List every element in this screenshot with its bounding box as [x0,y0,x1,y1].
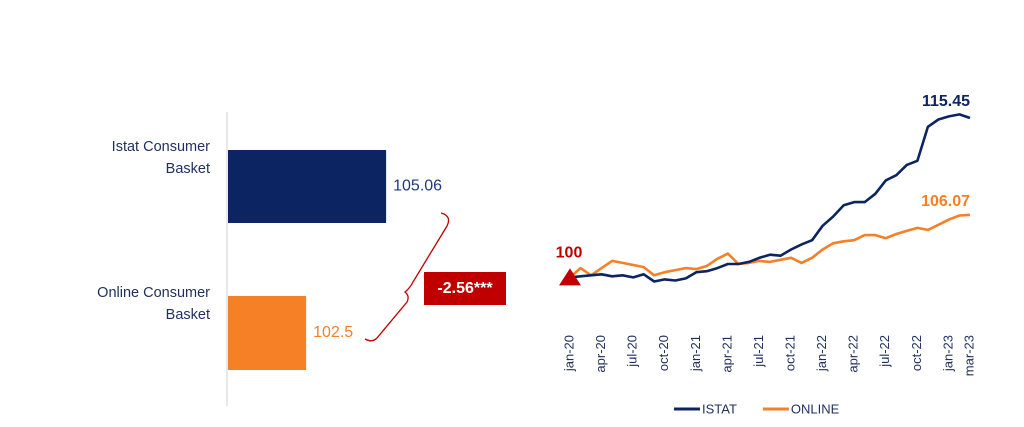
bar [228,296,307,370]
category-label: Online Consumer Basket [97,285,210,323]
x-tick-label: jul-22 [877,335,892,368]
value-label: 102.5 [313,324,353,341]
x-tick-label: oct-22 [909,335,924,371]
annotation-box [424,272,506,305]
legend-label: ONLINE [791,401,840,416]
legend-label: ISTAT [702,401,737,416]
category-label: Istat Consumer Basket [111,139,210,177]
x-tick-label: oct-20 [656,335,671,371]
x-tick-label: apr-22 [846,335,861,373]
value-label: 105.06 [393,178,442,195]
x-tick-label: mar-23 [961,335,976,376]
x-tick-label: jul-21 [751,335,766,368]
x-tick-label: jan-21 [688,335,703,372]
difference-bracket [364,212,450,342]
x-tick-label: apr-21 [719,335,734,373]
series-line [569,113,971,283]
bar [228,150,387,223]
x-tick-label: jan-23 [940,335,955,372]
x-tick-label: apr-20 [593,335,608,373]
end-label: 106.07 [921,193,970,210]
x-tick-label: oct-21 [782,335,797,371]
end-label: 115.45 [922,93,970,110]
x-tick-label: jul-20 [625,335,640,368]
x-tick-label: jan-20 [561,335,576,372]
x-tick-label: jan-22 [814,335,829,372]
start-label: 100 [556,245,583,262]
start-marker [559,268,581,286]
annotation: -2.56*** [437,280,493,297]
series-line [569,213,971,279]
